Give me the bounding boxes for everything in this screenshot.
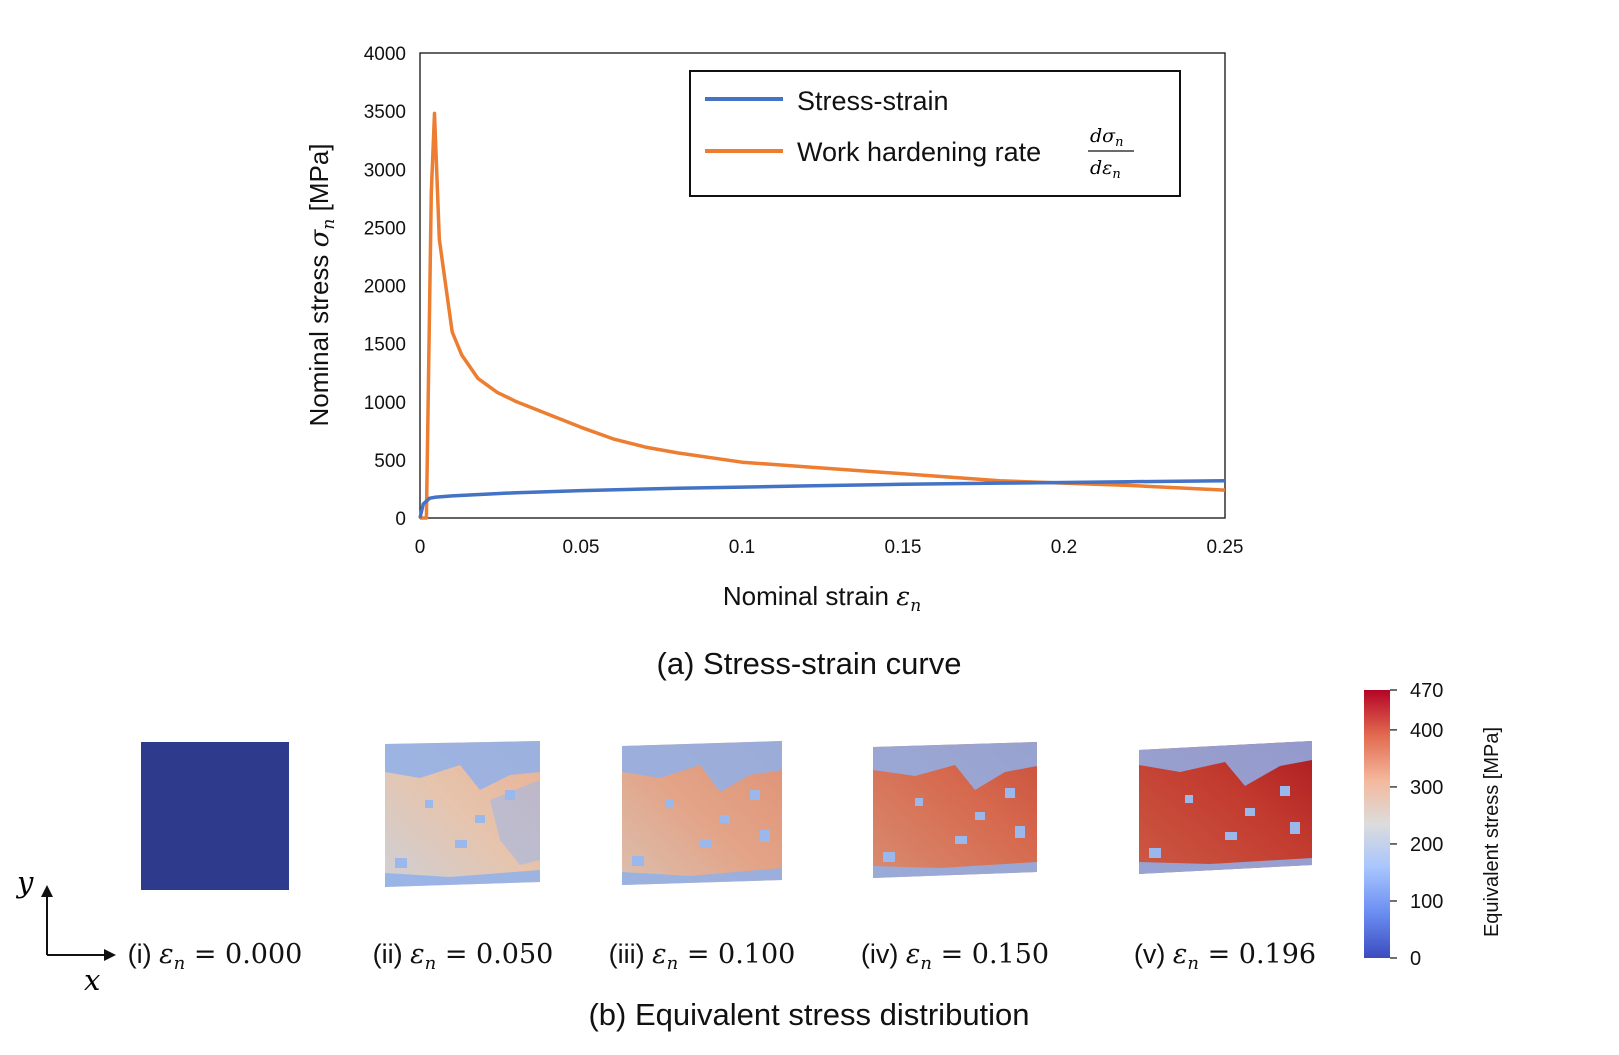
caption-b: (b) Equivalent stress distribution [588,997,1029,1032]
y-tick-label: 1000 [364,393,406,414]
panel-label: (ii) εn = 0.050 [373,939,554,974]
colorbar-ticks: 0 100 200 300 400 470 [1390,680,1443,970]
distribution-map-v [1139,741,1312,874]
distribution-map-i [141,742,289,890]
y-tick-label: 2000 [364,277,406,298]
x-axis-label: Nominal strain εn [723,581,921,616]
x-tick-label: 0.05 [563,537,600,558]
y-arrow-icon [41,885,53,897]
stress-strain-chart: 0 500 1000 1500 2000 2500 3000 3500 4000 0 0.05 0.… [304,44,1243,681]
data-lines [418,111,1226,520]
colorbar-tick-label: 200 [1410,834,1443,856]
x-tick-label: 0.2 [1051,537,1077,558]
distribution-map-iv [873,742,1037,878]
x-tick-label: 0.25 [1207,537,1244,558]
x-axis-symbol: x [84,963,100,997]
panel-label: (i) εn = 0.000 [128,939,303,974]
legend: Stress-strain Work hardening rate dσn dε… [689,70,1181,197]
stress-distribution-panel: y x [15,680,1503,1032]
panel-label: (iii) εn = 0.100 [609,939,796,974]
coordinate-axes: y x [15,865,116,997]
colorbar-tick-label: 400 [1410,720,1443,742]
y-tick-label: 3500 [364,102,406,123]
y-axis-label: Nominal stress σn [MPa] [304,143,339,426]
y-tick-labels: 0 500 1000 1500 2000 2500 3000 3500 4000 [364,44,406,530]
colorbar-tick-label: 300 [1410,777,1443,799]
y-tick-label: 3000 [364,160,406,181]
colorbar: 0 100 200 300 400 470 Equivalent stress [MPa] [1364,680,1503,970]
colorbar-tick-label: 0 [1410,948,1421,970]
x-tick-label: 0.1 [729,537,755,558]
legend-box [689,70,1181,197]
y-tick-label: 2500 [364,218,406,239]
colorbar-tick-label: 470 [1410,680,1443,702]
legend-label-work-hardening: Work hardening rate [797,137,1041,167]
y-tick-label: 0 [395,509,406,530]
panel-labels: (i) εn = 0.000 (ii) εn = 0.050 (iii) εn = … [128,939,1316,974]
panel-label: (v) εn = 0.196 [1134,939,1316,974]
legend-fraction-numerator: dσn [1090,125,1124,150]
legend-fraction-denominator: dεn [1090,157,1121,182]
colorbar-gradient [1364,690,1390,958]
y-axis-symbol: y [15,865,34,899]
x-tick-label: 0.15 [885,537,922,558]
x-tick-labels: 0 0.05 0.1 0.15 0.2 0.25 [415,537,1244,558]
y-tick-label: 4000 [364,44,406,65]
series-line-work-hardening-rate [420,111,1226,520]
x-arrow-icon [104,949,116,961]
panel-label: (iv) εn = 0.150 [861,939,1049,974]
series-line-stress-strain [418,479,1226,519]
distribution-map-iii [622,741,782,885]
caption-a: (a) Stress-strain curve [657,646,962,681]
legend-label-stress-strain: Stress-strain [797,86,949,116]
y-tick-label: 1500 [364,335,406,356]
x-tick-label: 0 [415,537,426,558]
colorbar-tick-label: 100 [1410,891,1443,913]
plot-frame [419,52,1226,519]
distribution-map-ii [385,741,540,887]
colorbar-label: Equivalent stress [MPa] [1481,727,1503,937]
y-tick-label: 500 [374,451,406,472]
